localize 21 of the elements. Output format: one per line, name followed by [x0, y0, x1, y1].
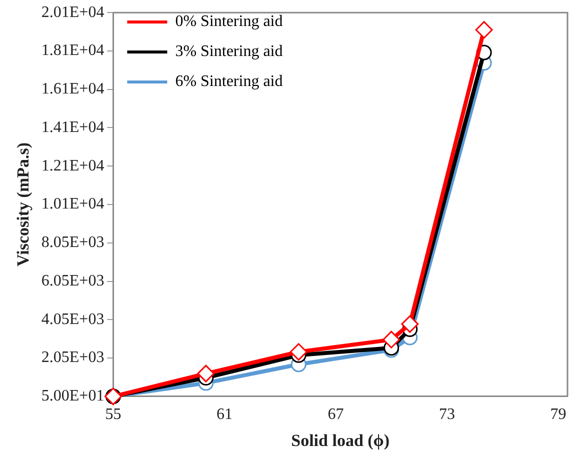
x-tick-label: 61 — [216, 406, 232, 424]
y-tick-label: 1.41E+04 — [41, 118, 104, 136]
x-tick-label: 73 — [438, 406, 455, 424]
x-tick-label: 67 — [328, 406, 344, 424]
y-tick-label: 1.61E+04 — [41, 80, 104, 98]
y-tick-label: 1.21E+04 — [41, 157, 104, 174]
legend-label: 0% Sintering aid — [175, 13, 283, 30]
y-axis-title: Viscosity (mPa.s) — [14, 142, 33, 267]
y-tick-label: 4.05E+03 — [41, 310, 104, 328]
y-tick-label: 8.05E+03 — [41, 234, 104, 252]
y-tick-label: 1.01E+04 — [41, 196, 104, 213]
legend-label: 6% Sintering aid — [175, 73, 283, 90]
y-tick-label: 5.00E+01 — [41, 388, 104, 405]
x-axis-title: Solid load (ϕ) — [291, 431, 390, 450]
legend-label: 3% Sintering aid — [175, 43, 283, 60]
y-tick-label: 6.05E+03 — [41, 272, 104, 290]
x-tick-label: 55 — [105, 406, 122, 424]
x-tick-label: 79 — [550, 406, 566, 424]
y-tick-label: 2.01E+04 — [41, 4, 104, 21]
y-tick-label: 1.81E+04 — [41, 42, 104, 60]
y-tick-label: 2.05E+03 — [41, 349, 104, 366]
